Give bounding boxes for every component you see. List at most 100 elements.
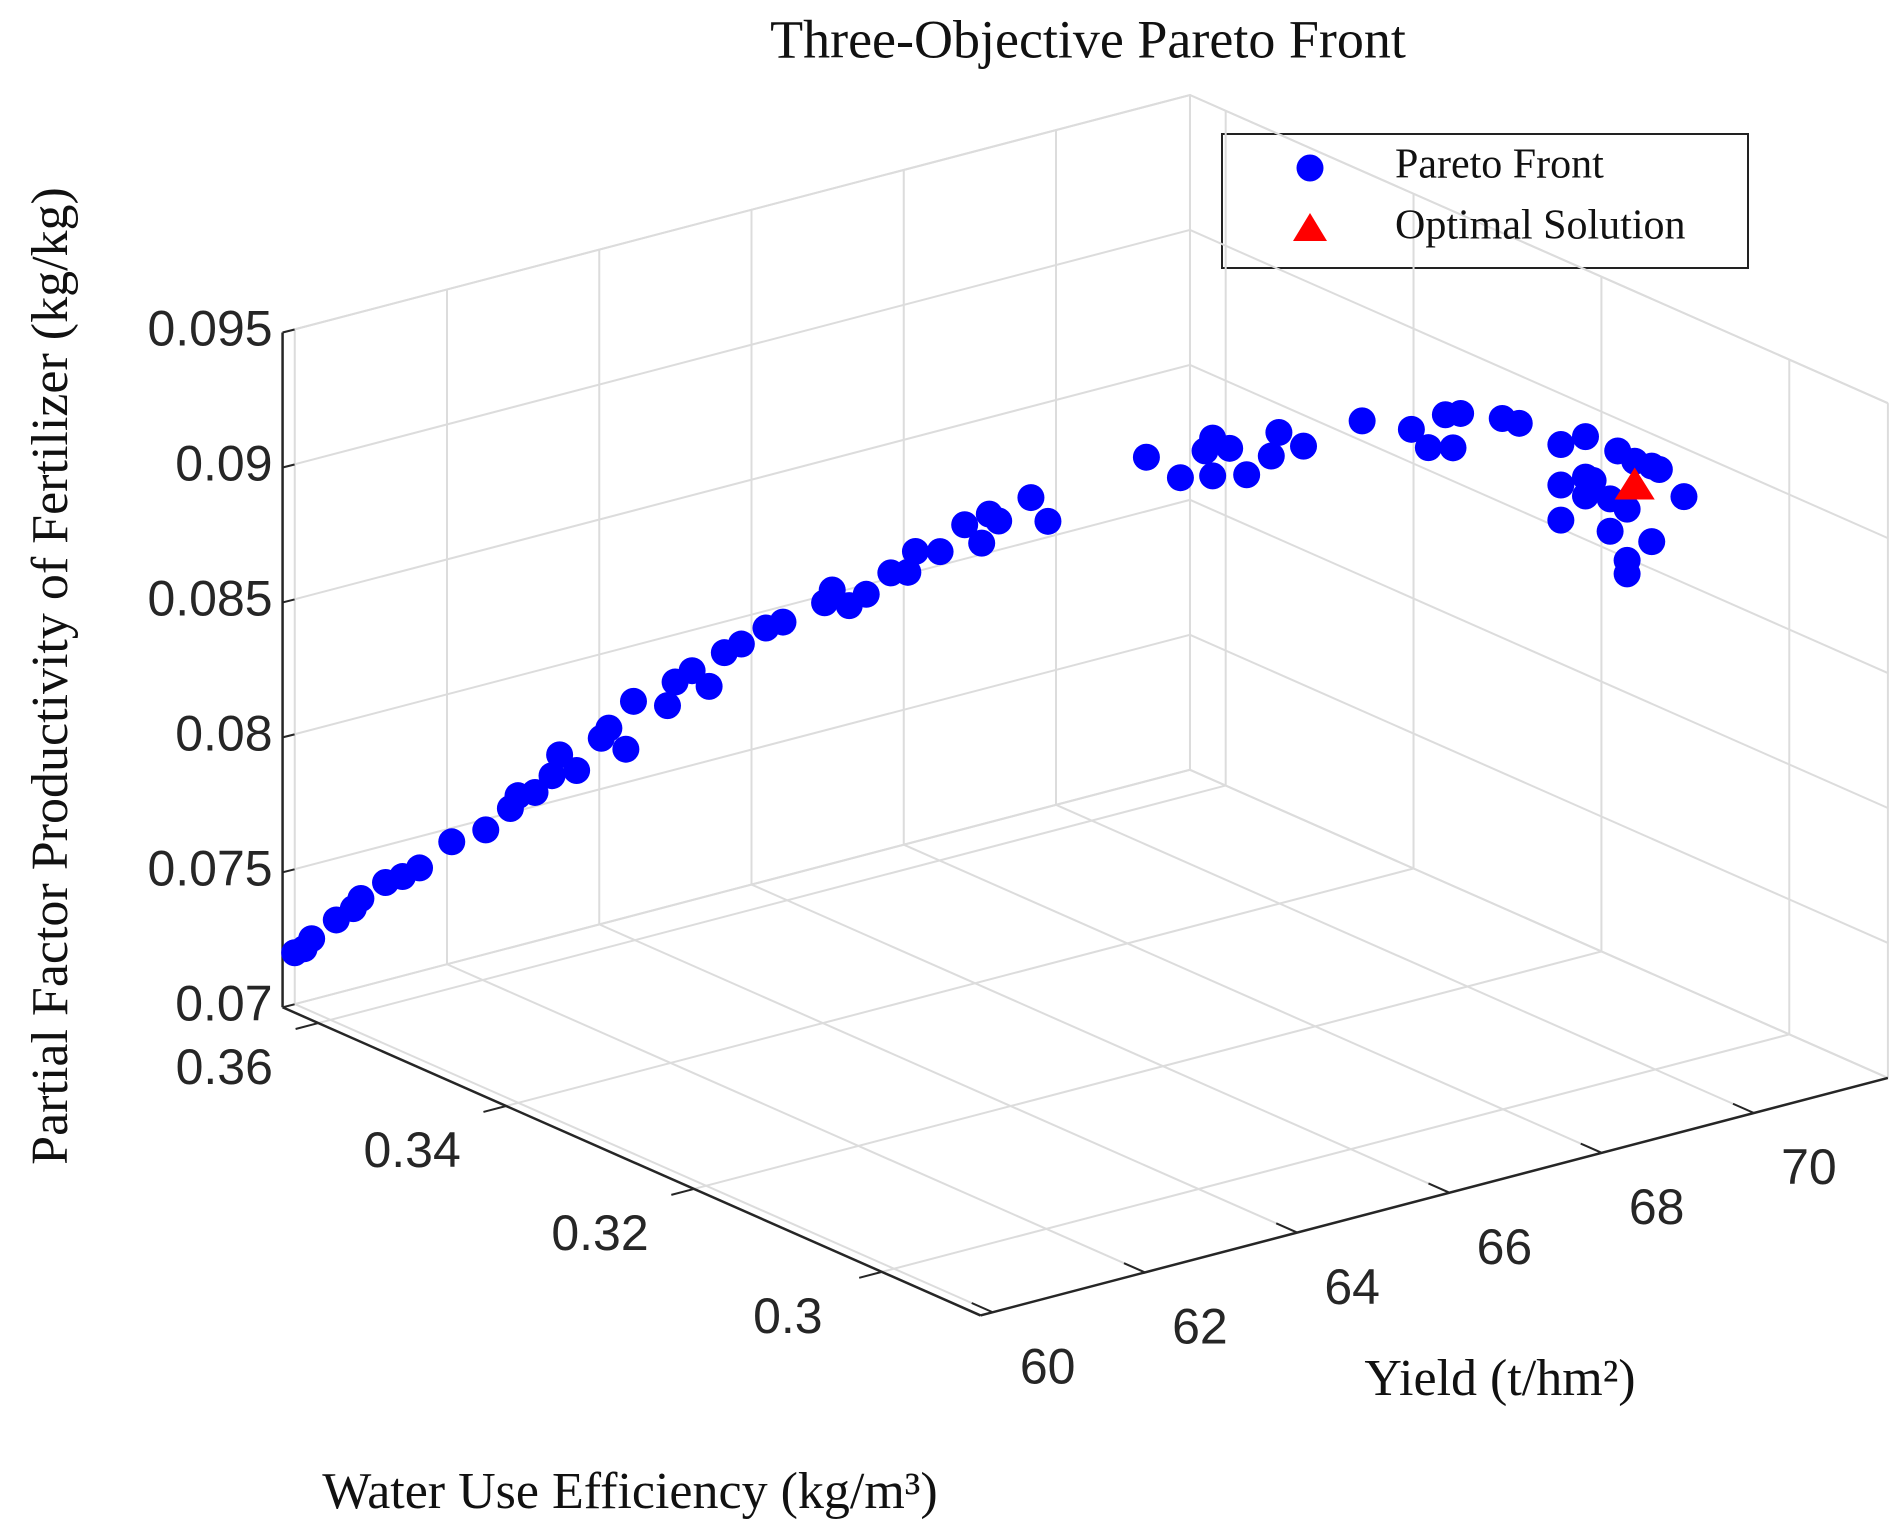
data-point bbox=[818, 576, 846, 604]
z-tick-label: 0.07 bbox=[175, 975, 272, 1031]
data-point bbox=[538, 762, 566, 790]
x-tick bbox=[671, 1187, 695, 1196]
y-tick-label: 60 bbox=[1020, 1338, 1076, 1394]
x-tick-label: 0.32 bbox=[551, 1205, 648, 1261]
data-point bbox=[1132, 443, 1160, 471]
data-point bbox=[1547, 431, 1575, 459]
z-tick bbox=[282, 733, 295, 739]
x-tick-label: 0.34 bbox=[363, 1122, 460, 1178]
data-point bbox=[901, 537, 929, 565]
y-axis bbox=[980, 1076, 1889, 1317]
data-point bbox=[1579, 466, 1607, 494]
data-point bbox=[1265, 418, 1293, 446]
data-point bbox=[595, 714, 623, 742]
data-point bbox=[1290, 432, 1318, 460]
y-tick bbox=[1580, 1142, 1603, 1154]
data-point bbox=[695, 672, 723, 700]
data-point bbox=[1447, 399, 1475, 427]
y-axis-label: Yield (t/hm²) bbox=[1364, 1350, 1635, 1407]
y-tick-label: 62 bbox=[1172, 1299, 1228, 1355]
data-point bbox=[406, 854, 434, 882]
data-point bbox=[1414, 434, 1442, 462]
data-point bbox=[1233, 461, 1261, 489]
data-point bbox=[926, 538, 954, 566]
x-tick bbox=[295, 1022, 319, 1030]
z-tick-label: 0.075 bbox=[147, 841, 272, 897]
data-point bbox=[968, 529, 996, 557]
grid-line bbox=[1055, 130, 1755, 1114]
z-tick-label: 0.095 bbox=[147, 301, 272, 357]
data-point bbox=[951, 511, 979, 539]
data-point bbox=[1613, 495, 1641, 523]
data-point bbox=[298, 925, 326, 953]
grid-line bbox=[282, 633, 1889, 944]
z-tick bbox=[282, 1003, 295, 1009]
y-tick-label: 68 bbox=[1629, 1179, 1685, 1235]
legend-label: Optimal Solution bbox=[1395, 203, 1686, 249]
data-point bbox=[1596, 517, 1624, 545]
data-point bbox=[1199, 462, 1227, 490]
data-point bbox=[1166, 464, 1194, 492]
data-point bbox=[546, 741, 574, 769]
data-point bbox=[653, 692, 681, 720]
z-tick bbox=[282, 463, 295, 469]
data-point bbox=[769, 608, 797, 636]
optimal-point bbox=[1614, 467, 1655, 500]
grid-line bbox=[282, 228, 1889, 540]
data-point bbox=[1547, 506, 1575, 534]
data-point bbox=[727, 630, 755, 658]
data-point bbox=[1257, 442, 1285, 470]
grid-line bbox=[318, 110, 1227, 1025]
y-tick bbox=[1428, 1182, 1450, 1194]
x-tick-label: 0.36 bbox=[176, 1039, 273, 1095]
data-point bbox=[1034, 507, 1062, 535]
x-axis-label: Water Use Efficiency (kg/m³) bbox=[322, 1463, 937, 1520]
data-point bbox=[1397, 415, 1425, 443]
grid-line bbox=[282, 498, 1889, 809]
grid-line bbox=[282, 768, 1889, 1079]
z-tick-label: 0.08 bbox=[175, 706, 272, 762]
data-point bbox=[612, 735, 640, 763]
data-point bbox=[1505, 409, 1533, 437]
data-point bbox=[1645, 455, 1673, 483]
data-point bbox=[347, 885, 375, 913]
x-tick bbox=[483, 1105, 507, 1113]
z-tick-label: 0.085 bbox=[147, 571, 272, 627]
data-point bbox=[1017, 484, 1045, 512]
data-point bbox=[1638, 528, 1666, 556]
grid-line bbox=[902, 169, 1603, 1154]
grid-line bbox=[282, 363, 1889, 674]
z-tick-label: 0.09 bbox=[175, 436, 272, 492]
y-tick bbox=[1123, 1262, 1146, 1274]
legend-marker bbox=[1296, 154, 1324, 182]
data-point bbox=[1547, 471, 1575, 499]
y-tick bbox=[1732, 1102, 1755, 1114]
legend-marker bbox=[1293, 213, 1327, 241]
data-point bbox=[438, 828, 466, 856]
data-point bbox=[852, 580, 880, 608]
grid-line bbox=[598, 249, 1298, 1234]
data-point bbox=[619, 687, 647, 715]
z-tick bbox=[282, 868, 295, 874]
data-point bbox=[1216, 434, 1244, 462]
data-point bbox=[678, 657, 706, 685]
z-tick bbox=[282, 598, 295, 604]
x-axis bbox=[282, 1006, 981, 1317]
y-tick bbox=[1275, 1222, 1298, 1234]
data-point bbox=[1348, 407, 1376, 435]
data-point bbox=[1613, 560, 1641, 588]
data-point bbox=[1670, 483, 1698, 511]
y-tick-label: 70 bbox=[1781, 1139, 1837, 1195]
data-point bbox=[894, 558, 922, 586]
x-tick bbox=[858, 1270, 883, 1279]
grid-line bbox=[282, 93, 1889, 405]
y-tick bbox=[971, 1302, 994, 1314]
data-point bbox=[563, 756, 591, 784]
y-tick-label: 66 bbox=[1477, 1219, 1533, 1275]
grid-line bbox=[750, 209, 1450, 1194]
data-point bbox=[985, 507, 1013, 535]
data-point bbox=[521, 778, 549, 806]
data-point bbox=[1439, 434, 1467, 462]
z-tick bbox=[282, 328, 295, 334]
